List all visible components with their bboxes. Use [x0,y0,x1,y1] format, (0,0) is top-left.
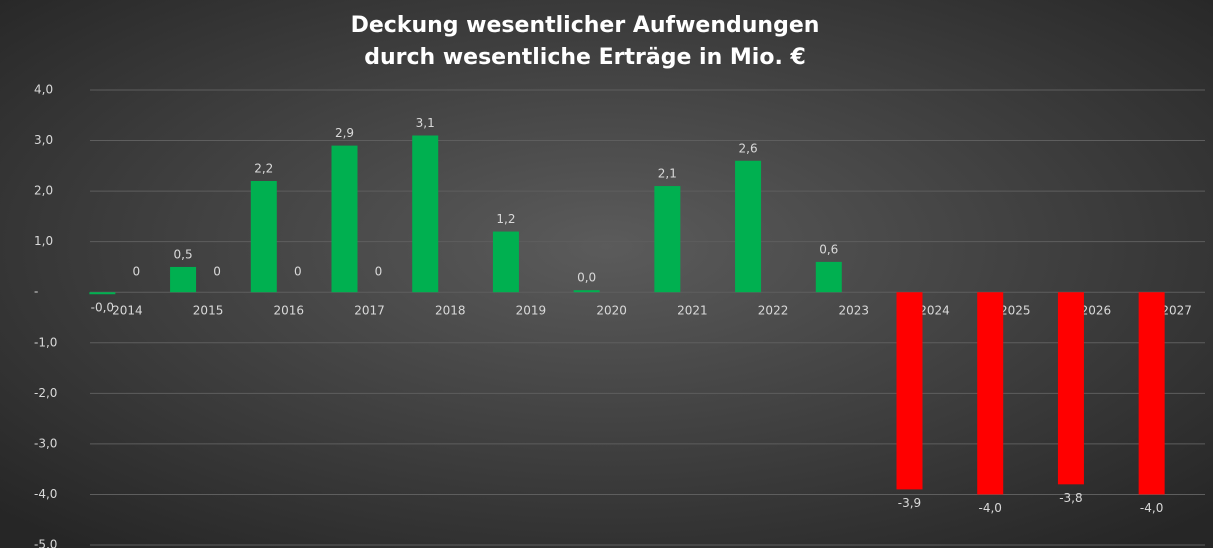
data-label: 2,1 [658,167,677,181]
y-tick-label: -1,0 [34,335,57,349]
bar [573,290,600,293]
x-tick-label: 2019 [516,304,547,318]
bar [250,181,277,293]
y-tick-label: -4,0 [34,487,57,501]
data-label: -3,9 [898,496,921,510]
data-label: 0,0 [577,271,596,285]
data-label: 0 [133,265,141,279]
data-label: 2,6 [739,141,758,155]
data-label: 0,6 [819,242,838,256]
x-tick-label: 2023 [839,304,870,318]
y-tick-label: 4,0 [34,83,53,97]
bar [896,292,923,490]
bar [977,292,1004,495]
data-label: 0 [213,265,221,279]
y-tick-label: - [34,285,38,299]
data-label: 0,5 [174,247,193,261]
x-tick-label: 2026 [1081,304,1112,318]
bar [412,135,439,293]
chart-title: durch wesentliche Erträge in Mio. € [364,45,806,70]
y-tick-label: 3,0 [34,133,53,147]
bar [492,231,519,293]
x-tick-label: 2018 [435,304,466,318]
x-tick-label: 2024 [919,304,950,318]
bar [654,186,681,293]
data-label: -0,0 [91,301,114,315]
bar [735,160,762,293]
y-tick-label: 1,0 [34,234,53,248]
data-label: 0 [294,265,302,279]
x-tick-label: 2025 [1000,304,1031,318]
data-label: 1,2 [496,212,515,226]
x-tick-label: 2016 [274,304,305,318]
y-tick-label: -2,0 [34,386,57,400]
data-label: 2,9 [335,126,354,140]
bar [89,292,116,295]
data-label: 0 [375,265,383,279]
x-tick-label: 2027 [1161,304,1192,318]
data-label: 2,2 [254,162,273,176]
x-tick-label: 2020 [596,304,627,318]
y-tick-label: -5,0 [34,538,57,548]
x-tick-label: 2021 [677,304,708,318]
x-tick-label: 2017 [354,304,385,318]
bar [331,145,358,293]
bar [1138,292,1165,495]
bar [1057,292,1084,485]
bar [815,261,842,293]
data-label: 3,1 [416,116,435,130]
x-tick-label: 2022 [758,304,789,318]
bar [170,266,197,293]
y-tick-label: 2,0 [34,184,53,198]
data-label: -4,0 [1140,501,1163,515]
data-label: -3,8 [1059,491,1082,505]
x-tick-label: 2014 [112,304,143,318]
y-tick-label: -3,0 [34,436,57,450]
x-tick-label: 2015 [193,304,224,318]
data-label: -4,0 [979,501,1002,515]
chart-title: Deckung wesentlicher Aufwendungen [351,13,820,38]
